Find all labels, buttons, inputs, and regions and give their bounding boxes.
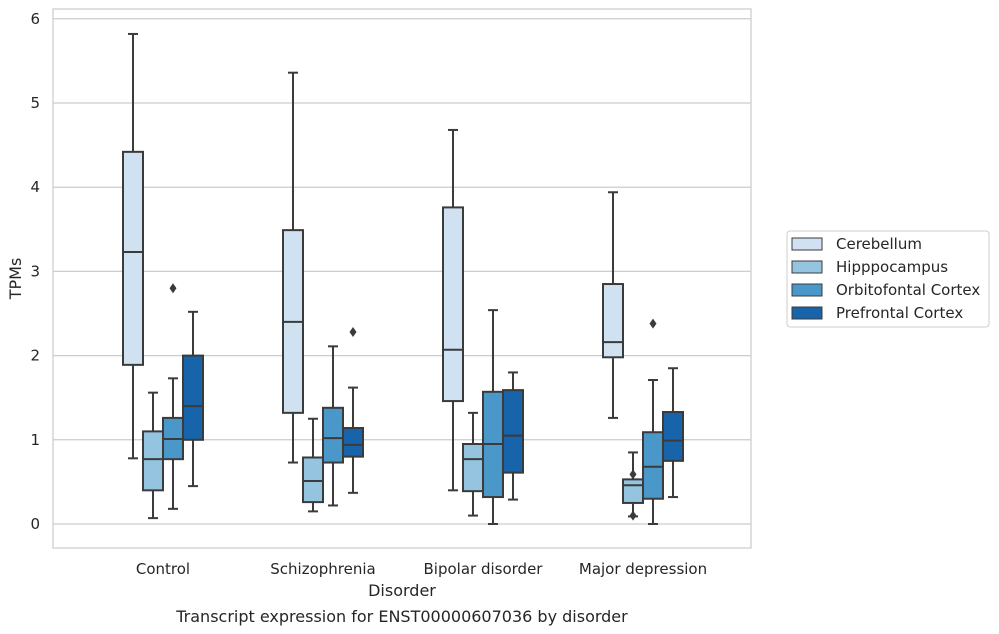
box-orbitofontal-cortex bbox=[642, 318, 664, 525]
box-body bbox=[502, 389, 524, 474]
x-axis-label: Disorder bbox=[368, 581, 436, 600]
x-tick-label: Schizophrenia bbox=[270, 560, 375, 578]
legend-swatch bbox=[791, 283, 823, 297]
box-body bbox=[602, 283, 624, 359]
box-body bbox=[442, 206, 464, 403]
box-prefrontal-cortex bbox=[182, 310, 204, 488]
outlier-point bbox=[169, 283, 177, 294]
legend: Cerebellum Hipppocampus Orbitofontal Corte… bbox=[786, 230, 990, 328]
legend-swatch bbox=[791, 237, 823, 251]
box-prefrontal-cortex bbox=[502, 371, 524, 501]
plot-area-frame bbox=[52, 8, 752, 549]
box-orbitofontal-cortex bbox=[482, 309, 504, 525]
box-body bbox=[342, 427, 364, 458]
legend-label: Hipppocampus bbox=[836, 258, 948, 276]
y-tick-label: 0 bbox=[30, 515, 40, 533]
outlier-point bbox=[629, 510, 637, 521]
y-tick-label: 3 bbox=[30, 262, 40, 280]
y-tick-label: 4 bbox=[30, 178, 40, 196]
box-hipppocampus bbox=[302, 417, 324, 513]
legend-label: Prefrontal Cortex bbox=[836, 304, 963, 322]
box-body bbox=[662, 411, 684, 462]
box-cerebellum bbox=[282, 71, 304, 464]
boxes bbox=[122, 32, 684, 525]
outlier-point bbox=[629, 469, 637, 480]
box-cerebellum bbox=[602, 191, 624, 419]
box-body bbox=[142, 430, 164, 492]
box-body bbox=[622, 478, 644, 504]
box-body bbox=[182, 354, 204, 441]
legend-frame bbox=[786, 230, 990, 328]
legend-swatch bbox=[791, 306, 823, 320]
x-tick-label: Control bbox=[136, 560, 190, 578]
box-hipppocampus bbox=[142, 391, 164, 520]
x-tick-label: Major depression bbox=[579, 560, 707, 578]
x-tick-labels: Control Schizophrenia Bipolar disorder Majo… bbox=[136, 560, 707, 578]
box-body bbox=[322, 406, 344, 464]
box-body bbox=[302, 456, 324, 504]
box-prefrontal-cortex bbox=[342, 327, 364, 494]
box-orbitofontal-cortex bbox=[322, 345, 344, 507]
x-tick-label: Bipolar disorder bbox=[424, 560, 544, 578]
y-tick-label: 2 bbox=[30, 347, 40, 365]
box-body bbox=[122, 150, 144, 366]
box-body bbox=[642, 431, 664, 500]
box-cerebellum bbox=[442, 128, 464, 492]
legend-swatch bbox=[791, 260, 823, 274]
box-prefrontal-cortex bbox=[662, 367, 684, 499]
y-axis-label: TPMs bbox=[6, 258, 25, 301]
chart-caption: Transcript expression for ENST0000060703… bbox=[175, 607, 628, 626]
outlier-point bbox=[649, 318, 657, 329]
box-cerebellum bbox=[122, 32, 144, 460]
y-tick-label: 1 bbox=[30, 431, 40, 449]
box-body bbox=[462, 443, 484, 493]
outlier-point bbox=[349, 327, 357, 338]
y-tick-labels: 0 1 2 3 4 5 6 bbox=[30, 10, 40, 533]
legend-label: Orbitofontal Cortex bbox=[836, 281, 980, 299]
y-tick-label: 6 bbox=[30, 10, 40, 28]
y-tick-label: 5 bbox=[30, 94, 40, 112]
legend-label: Cerebellum bbox=[836, 235, 922, 253]
